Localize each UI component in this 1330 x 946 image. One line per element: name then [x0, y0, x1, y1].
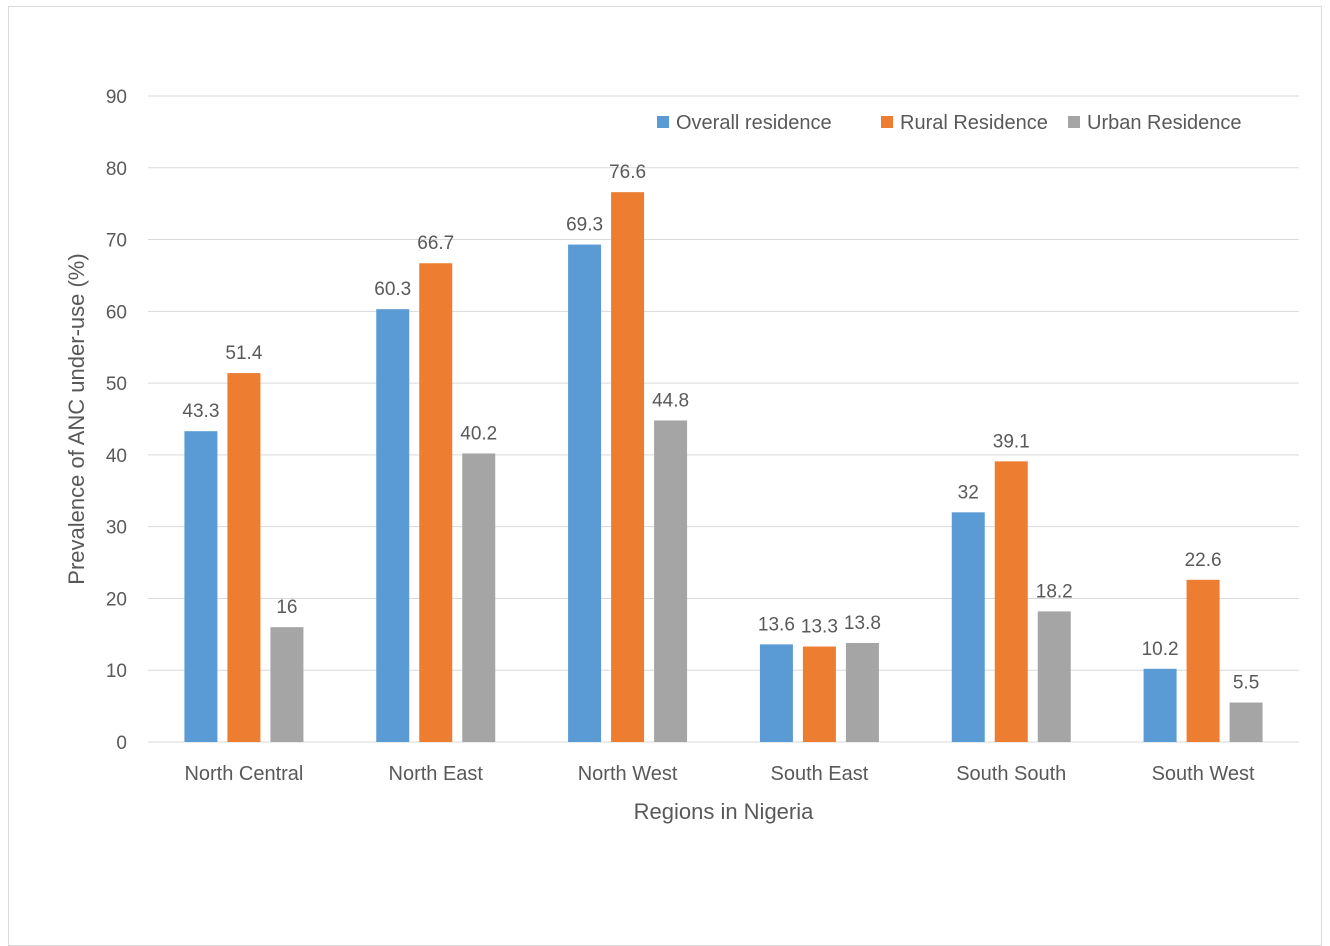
- data-label: 69.3: [566, 215, 603, 236]
- data-label: 22.6: [1185, 550, 1222, 571]
- legend-label: Rural Residence: [900, 112, 1048, 134]
- data-label: 13.3: [801, 617, 838, 638]
- y-tick-label: 50: [106, 374, 127, 395]
- bar: [759, 644, 793, 742]
- legend-swatch: [657, 116, 669, 128]
- data-label: 43.3: [182, 401, 219, 422]
- y-tick-label: 60: [106, 302, 127, 323]
- bar: [654, 420, 688, 742]
- x-category-label: North Central: [184, 763, 303, 785]
- x-category-label: South East: [770, 763, 868, 785]
- gridlines: [148, 95, 1299, 743]
- bar: [419, 263, 453, 742]
- y-tick-label: 10: [106, 661, 127, 682]
- data-label: 76.6: [609, 162, 646, 183]
- bar: [376, 309, 410, 742]
- chart-frame: 0 10 20 30 40 50 60 70 80 90 43.3 51.4 16 60.3 66.7 40…: [8, 6, 1322, 946]
- bar: [1143, 668, 1177, 742]
- legend-label: Overall residence: [676, 112, 832, 134]
- x-category-label: North West: [578, 763, 678, 785]
- data-label: 10.2: [1142, 639, 1179, 660]
- data-label: 39.1: [993, 431, 1030, 452]
- data-label: 40.2: [460, 423, 497, 444]
- bar-chart: 0 10 20 30 40 50 60 70 80 90 43.3 51.4 16 60.3 66.7 40…: [64, 87, 1299, 824]
- data-label: 32: [958, 482, 979, 503]
- bar: [1037, 611, 1071, 742]
- bar: [802, 646, 836, 742]
- bar: [951, 512, 985, 742]
- y-axis-title: Prevalence of ANC under-use (%): [64, 253, 89, 584]
- x-category-label: North East: [389, 763, 484, 785]
- legend-label: Urban Residence: [1087, 112, 1242, 134]
- data-label: 18.2: [1036, 581, 1073, 602]
- bar: [270, 627, 304, 742]
- bar: [611, 192, 645, 742]
- data-label: 13.8: [844, 613, 881, 634]
- data-label: 44.8: [652, 390, 689, 411]
- y-tick-label: 80: [106, 159, 127, 180]
- legend: Overall residence Rural Residence Urban Re…: [657, 112, 1242, 134]
- x-category-label: South South: [956, 763, 1066, 785]
- y-tick-label: 90: [106, 87, 127, 108]
- data-label: 5.5: [1233, 673, 1259, 694]
- data-label: 16: [276, 597, 297, 618]
- bar: [462, 453, 496, 742]
- bar: [568, 244, 602, 742]
- bar: [994, 461, 1028, 742]
- x-category-label: South West: [1152, 763, 1255, 785]
- y-axis-tick-labels: 0 10 20 30 40 50 60 70 80 90: [106, 87, 127, 754]
- x-axis-title: Regions in Nigeria: [634, 799, 815, 824]
- x-axis-category-labels: North Central North East North West South E…: [184, 763, 1255, 785]
- legend-swatch: [1068, 116, 1080, 128]
- data-label: 66.7: [417, 233, 454, 254]
- bar: [184, 431, 218, 742]
- bar: [1229, 702, 1263, 742]
- data-label: 60.3: [374, 279, 411, 300]
- y-tick-label: 20: [106, 589, 127, 610]
- data-label: 51.4: [225, 343, 262, 364]
- y-tick-label: 0: [116, 733, 127, 754]
- legend-swatch: [881, 116, 893, 128]
- bars: [184, 192, 1263, 742]
- data-labels: 43.3 51.4 16 60.3 66.7 40.2 69.3 76.6 44.8 13.6 13…: [182, 162, 1259, 693]
- bar: [845, 642, 879, 742]
- y-tick-label: 40: [106, 446, 127, 467]
- bar: [1186, 579, 1220, 742]
- y-tick-label: 70: [106, 231, 127, 252]
- y-tick-label: 30: [106, 518, 127, 539]
- data-label: 13.6: [758, 614, 795, 635]
- bar: [227, 373, 261, 742]
